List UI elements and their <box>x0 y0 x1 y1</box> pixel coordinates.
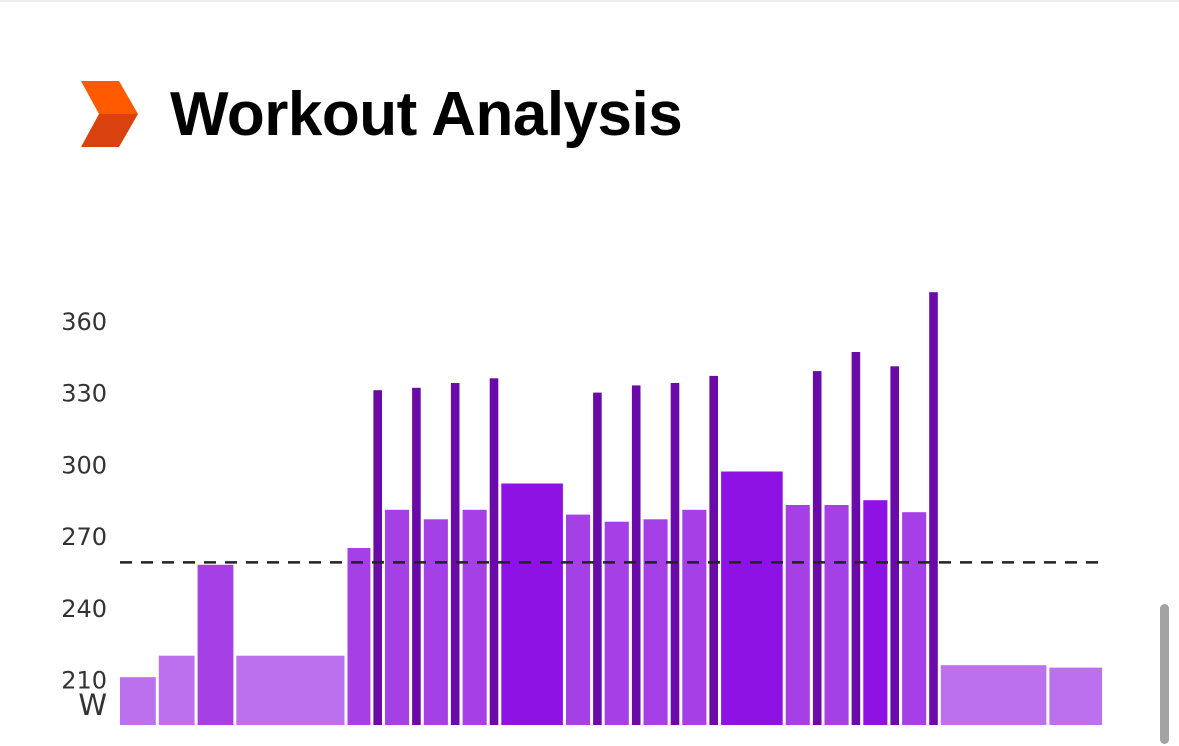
header: Workout Analysis <box>80 78 683 150</box>
bar-2 <box>158 655 195 725</box>
y-tick-label: 300 <box>61 451 107 479</box>
bar-25 <box>824 505 849 725</box>
y-tick-label: 360 <box>61 308 107 336</box>
bar-13 <box>501 483 563 725</box>
logo-lower-half <box>81 114 138 147</box>
bar-7 <box>385 509 410 725</box>
bar-23 <box>785 505 810 725</box>
bar-18 <box>643 519 668 725</box>
y-tick-label: 210 <box>61 667 107 695</box>
bar-21 <box>709 375 718 725</box>
bar-32 <box>1049 667 1102 725</box>
bar-1 <box>120 677 156 725</box>
bar-19 <box>670 383 680 725</box>
bar-26 <box>851 352 861 725</box>
bar-29 <box>902 512 927 725</box>
bar-17 <box>631 385 641 725</box>
bar-12 <box>489 378 499 725</box>
y-tick-label: 240 <box>61 595 107 623</box>
bar-22 <box>721 471 783 725</box>
bar-27 <box>863 500 888 725</box>
bar-15 <box>593 392 602 725</box>
bar-20 <box>682 509 707 725</box>
vertical-scrollbar[interactable] <box>1160 604 1169 744</box>
bar-31 <box>940 665 1047 725</box>
chevron-right-logo-icon <box>81 81 138 147</box>
bar-28 <box>890 366 899 725</box>
bar-group <box>120 292 1102 725</box>
logo-upper-half <box>81 81 138 114</box>
bar-9 <box>423 519 448 725</box>
y-tick-label: 270 <box>61 523 107 551</box>
bar-10 <box>450 383 460 725</box>
bar-24 <box>812 371 822 725</box>
bar-8 <box>412 387 421 725</box>
y-tick-label: 330 <box>61 380 107 408</box>
bar-16 <box>604 521 629 725</box>
bar-5 <box>347 548 371 725</box>
bar-30 <box>929 292 938 725</box>
y-axis-ticks: 210 240 270 300 330 360 <box>61 308 107 695</box>
bar-3 <box>197 564 234 725</box>
bar-4 <box>236 655 345 725</box>
bar-14 <box>566 514 591 725</box>
page-title: Workout Analysis <box>170 79 683 149</box>
top-divider <box>0 0 1179 2</box>
y-axis-unit-label: W <box>78 688 107 722</box>
bar-6 <box>373 390 382 725</box>
bar-11 <box>462 509 487 725</box>
